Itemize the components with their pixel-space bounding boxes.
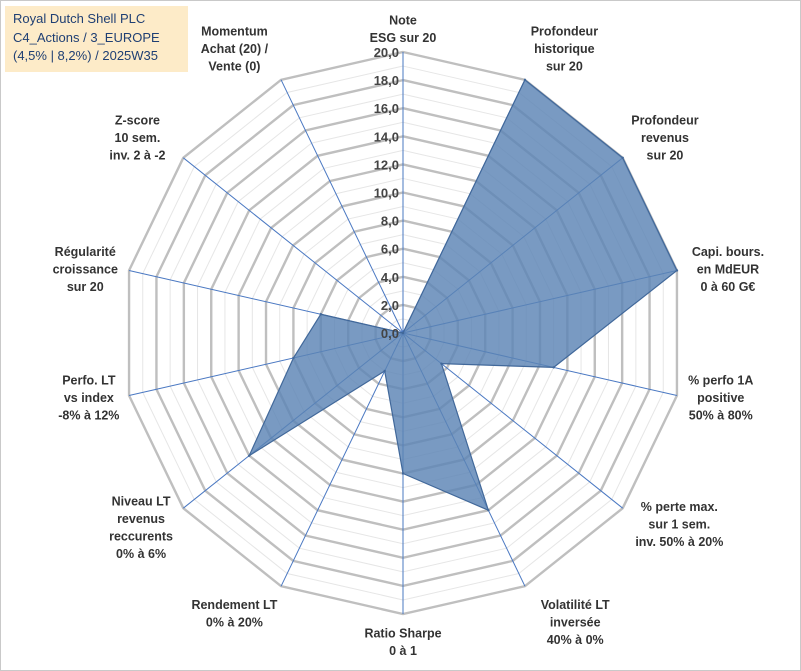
axis-label-line: Perfo. LT xyxy=(62,374,116,388)
axis-spoke xyxy=(280,79,404,334)
axis-label-line: sur 20 xyxy=(647,148,684,162)
axis-label: Perfo. LT vs index -8% à 12% xyxy=(58,374,119,423)
company-name: Royal Dutch Shell PLC xyxy=(13,11,146,26)
series-point xyxy=(675,269,679,272)
axis-label: Momentum Achat (20) / Vente (0) xyxy=(201,25,269,74)
axis-label-line: Volatilité LT xyxy=(541,598,610,612)
series-point xyxy=(292,356,295,360)
axis-label: Note ESG sur 20 xyxy=(370,14,437,46)
axis-label-line: Profondeur xyxy=(631,113,698,127)
axis-label-line: 0% à 6% xyxy=(116,547,166,561)
tick-label: 16,0 xyxy=(374,101,399,116)
axis-label-line: 40% à 0% xyxy=(547,633,604,647)
axis-label: Niveau LT revenus reccurents 0% à 6% xyxy=(109,495,173,562)
axis-label-line: Note xyxy=(389,14,417,28)
axis-label-line: % perfo 1A xyxy=(688,374,753,388)
axis-label: Rendement LT 0% à 20% xyxy=(191,598,277,630)
tick-label: 18,0 xyxy=(374,73,399,88)
axis-label-line: revenus xyxy=(117,512,165,526)
axis-label-line: inv. 2 à -2 xyxy=(109,148,165,162)
category-line: C4_Actions / 3_EUROPE xyxy=(13,29,160,45)
axis-label: % perfo 1A positive 50% à 80% xyxy=(688,374,753,423)
axis-label-line: sur 1 sem. xyxy=(648,517,710,531)
radar-series xyxy=(247,78,679,512)
axis-label-line: sur 20 xyxy=(546,60,583,74)
axis-label: Volatilité LT inversée 40% à 0% xyxy=(541,598,610,647)
axis-label: Régularité croissance sur 20 xyxy=(53,245,118,294)
tick-label: 14,0 xyxy=(374,129,399,144)
axis-label: Profondeur revenus sur 20 xyxy=(631,113,698,162)
radial-tick-labels: 0,0 2,0 4,0 6,0 8,0 10,0 12,0 14,0 16,0 18,0 20,0 xyxy=(374,45,399,341)
axis-label: Z-score 10 sem. inv. 2 à -2 xyxy=(109,113,165,162)
axis-label-line: Momentum xyxy=(201,25,268,39)
series-point xyxy=(487,509,490,512)
axis-label-line: vs index xyxy=(64,391,114,405)
axis-label: % perte max. sur 1 sem. inv. 50% à 20% xyxy=(635,500,723,549)
axis-label-line: Régularité xyxy=(55,245,116,259)
axis-label-line: positive xyxy=(697,391,744,405)
tick-label: 20,0 xyxy=(374,45,399,60)
axis-label-line: Ratio Sharpe xyxy=(364,627,441,641)
axis-label-line: 10 sem. xyxy=(115,131,161,145)
axis-spoke xyxy=(280,332,404,587)
axis-label: Capi. bours. en MdEUR 0 à 60 G€ xyxy=(692,245,764,294)
series-area xyxy=(247,78,678,512)
tick-label: 2,0 xyxy=(381,298,399,313)
tick-label: 6,0 xyxy=(381,242,399,257)
axis-label-line: reccurents xyxy=(109,530,173,544)
axis-label-line: Capi. bours. xyxy=(692,245,764,259)
series-point xyxy=(440,362,443,365)
axis-label-line: Achat (20) / xyxy=(201,42,269,56)
axis-label-line: ESG sur 20 xyxy=(370,31,437,45)
title-box: Royal Dutch Shell PLC C4_Actions / 3_EUR… xyxy=(5,6,188,72)
axis-label-line: Rendement LT xyxy=(191,598,277,612)
tick-label: 10,0 xyxy=(374,186,399,201)
axis-label-line: % perte max. xyxy=(641,500,718,514)
axis-label-line: 0 à 1 xyxy=(389,644,417,658)
axis-label-line: Niveau LT xyxy=(112,495,171,509)
axis-label-line: Z-score xyxy=(115,113,160,127)
axis-label-line: croissance xyxy=(53,262,118,276)
axis-labels: Note ESG sur 20 Profondeur historique sur 20… xyxy=(53,14,764,659)
axis-label-line: Profondeur xyxy=(531,25,598,39)
series-point xyxy=(401,331,405,335)
series-point xyxy=(523,78,527,82)
axis-label-line: 0% à 20% xyxy=(206,615,263,629)
tick-label: 4,0 xyxy=(381,270,399,285)
axis-label-line: en MdEUR xyxy=(697,262,760,276)
axis-label-line: Vente (0) xyxy=(208,60,260,74)
axis-label-line: inv. 50% à 20% xyxy=(635,535,723,549)
tick-label: 0,0 xyxy=(381,326,399,341)
series-point xyxy=(621,156,624,159)
series-point xyxy=(319,313,323,316)
series-point xyxy=(248,454,251,457)
axis-label-line: 0 à 60 G€ xyxy=(700,280,755,294)
tick-label: 8,0 xyxy=(381,214,399,229)
axis-label: Ratio Sharpe 0 à 1 xyxy=(364,627,441,659)
axis-label-line: -8% à 12% xyxy=(58,409,119,423)
period-line: (4,5% | 8,2%) / 2025W35 xyxy=(13,48,159,63)
axis-label-line: revenus xyxy=(641,131,689,145)
series-point xyxy=(383,369,386,373)
tick-label: 12,0 xyxy=(374,157,399,172)
axis-label-line: historique xyxy=(534,42,594,56)
series-point xyxy=(401,472,405,475)
axis-label-line: sur 20 xyxy=(67,280,104,294)
axis-label: Profondeur historique sur 20 xyxy=(531,25,598,74)
series-point xyxy=(552,366,555,369)
axis-label-line: inversée xyxy=(550,615,601,629)
axis-label-line: 50% à 80% xyxy=(689,409,753,423)
axis-spoke xyxy=(182,157,404,334)
